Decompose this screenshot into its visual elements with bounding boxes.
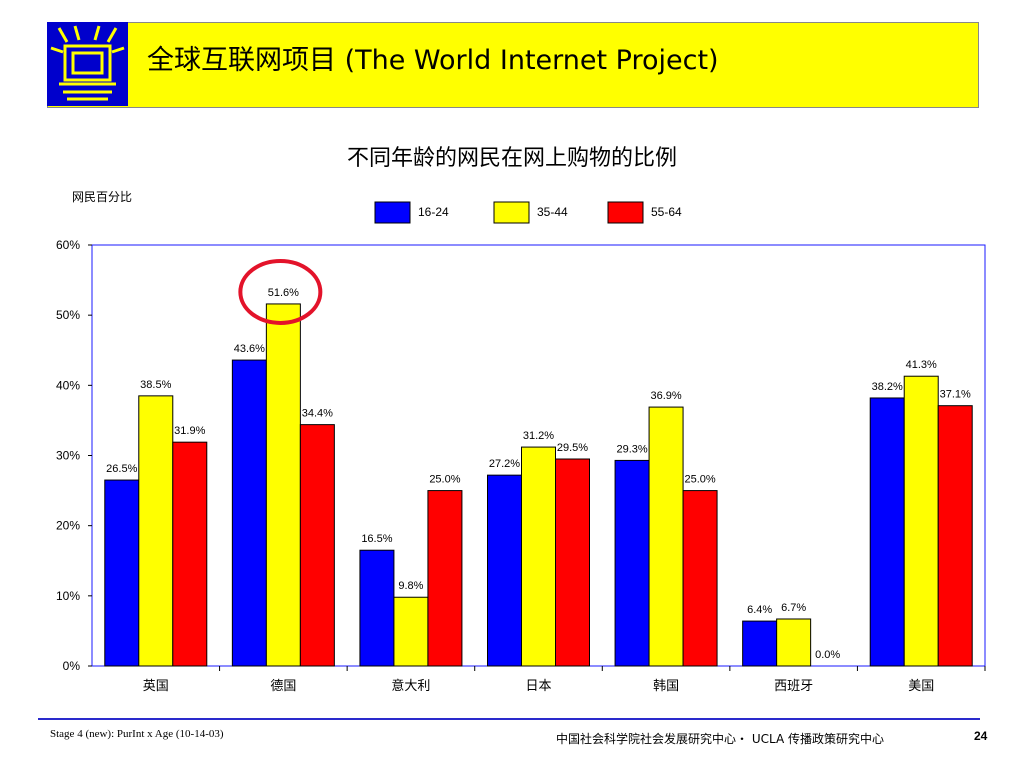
data-label-55-64-意大利: 25.0% (429, 474, 460, 486)
bar-55-64-美国 (937, 405, 973, 667)
bar-16-24-德国 (231, 359, 267, 667)
bar-16-24-日本 (487, 474, 522, 667)
x-tick-label: 西班牙 (774, 678, 813, 693)
y-tick-label: 50% (56, 308, 80, 322)
data-label-16-24-德国: 43.6% (234, 343, 265, 355)
header-bar (47, 22, 979, 108)
data-label-55-64-西班牙: 0.0% (815, 649, 840, 661)
data-label-16-24-韩国: 29.3% (616, 443, 647, 455)
data-label-35-44-日本: 31.2% (523, 430, 554, 442)
y-tick-label: 20% (56, 519, 80, 533)
bar-55-64-德国 (299, 424, 335, 667)
data-label-35-44-英国: 38.5% (140, 379, 171, 391)
data-label-16-24-西班牙: 6.4% (747, 604, 772, 616)
y-tick-label: 60% (56, 238, 80, 252)
bar-35-44-韩国 (648, 406, 684, 667)
bar-35-44-日本 (521, 446, 556, 667)
data-label-55-64-英国: 31.9% (174, 425, 205, 437)
data-label-16-24-意大利: 16.5% (361, 533, 392, 545)
bar-55-64-英国 (172, 441, 208, 667)
bar-16-24-意大利 (359, 549, 395, 667)
data-label-55-64-德国: 34.4% (302, 408, 333, 420)
bar-55-64-日本 (555, 458, 590, 667)
legend-swatch-16-24 (374, 201, 411, 224)
bar-55-64-韩国 (682, 490, 718, 667)
data-label-16-24-英国: 26.5% (106, 463, 137, 475)
bar-55-64-意大利 (427, 490, 463, 667)
data-label-55-64-韩国: 25.0% (684, 474, 715, 486)
y-tick-label: 40% (56, 378, 80, 392)
bar-35-44-英国 (138, 395, 174, 667)
data-label-16-24-日本: 27.2% (489, 458, 520, 470)
legend-swatch-55-64 (607, 201, 644, 224)
footer-divider (38, 718, 980, 720)
data-label-35-44-西班牙: 6.7% (781, 602, 806, 614)
data-label-35-44-韩国: 36.9% (650, 390, 681, 402)
y-tick-label: 0% (63, 659, 81, 673)
data-label-35-44-德国: 51.6% (268, 287, 299, 299)
bar-16-24-韩国 (614, 459, 650, 667)
footer-organizations: 中国社会科学院社会发展研究中心・ UCLA 传播政策研究中心 (556, 732, 884, 746)
window-logo-icon (47, 22, 128, 106)
x-tick-label: 美国 (908, 678, 934, 693)
x-tick-label: 意大利 (391, 678, 430, 693)
x-tick-label: 日本 (525, 678, 551, 693)
data-label-35-44-意大利: 9.8% (398, 580, 423, 592)
y-axis-label: 网民百分比 (72, 190, 132, 204)
chart-title: 不同年龄的网民在网上购物的比例 (346, 146, 677, 171)
footer-source: Stage 4 (new): PurInt x Age (10-14-03) (50, 728, 224, 740)
bar-16-24-美国 (869, 397, 905, 667)
bar-35-44-意大利 (393, 596, 429, 667)
header-title: 全球互联网项目 (The World Internet Project) (147, 45, 719, 76)
legend-label-55-64: 55-64 (651, 205, 682, 219)
data-label-35-44-美国: 41.3% (906, 359, 937, 371)
y-tick-label: 10% (56, 589, 80, 603)
legend-label-16-24: 16-24 (418, 205, 449, 219)
bar-16-24-英国 (104, 479, 140, 667)
highlight-circle (238, 258, 323, 325)
page-number: 24 (974, 729, 988, 743)
bar-35-44-德国 (265, 303, 301, 667)
bar-16-24-西班牙 (742, 620, 778, 667)
bar-35-44-美国 (903, 375, 939, 667)
x-tick-label: 德国 (270, 678, 296, 693)
bar-35-44-西班牙 (776, 618, 812, 667)
data-label-55-64-美国: 37.1% (940, 389, 971, 401)
data-label-55-64-日本: 29.5% (557, 442, 588, 454)
x-tick-label: 英国 (143, 678, 169, 693)
legend-swatch-35-44 (493, 201, 530, 224)
legend-label-35-44: 35-44 (537, 205, 568, 219)
data-label-16-24-美国: 38.2% (872, 381, 903, 393)
y-tick-label: 30% (56, 449, 80, 463)
x-tick-label: 韩国 (653, 678, 679, 693)
